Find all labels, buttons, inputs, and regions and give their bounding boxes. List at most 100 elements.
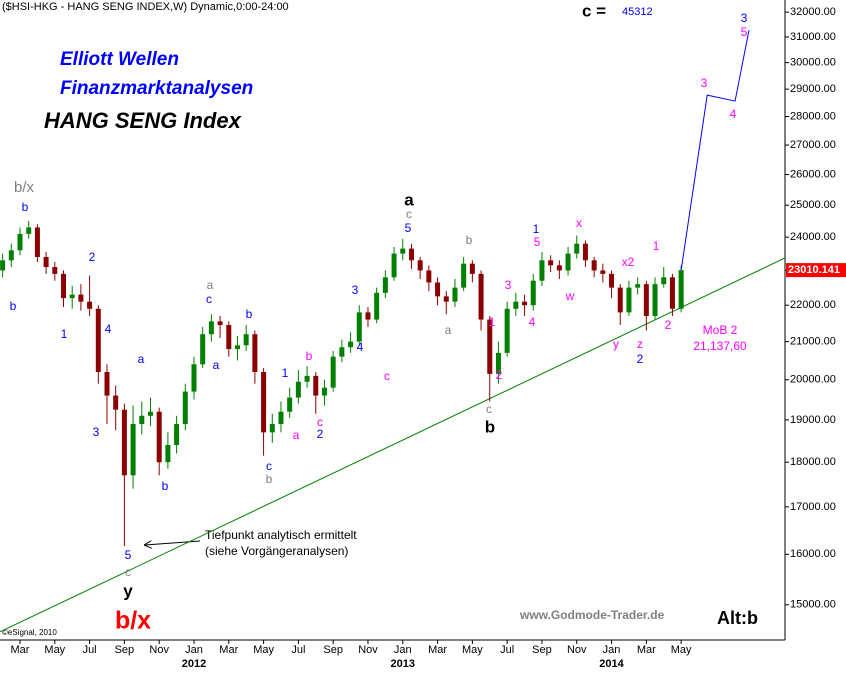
candle-body bbox=[661, 277, 667, 285]
wave-label: 21,137,60 bbox=[693, 339, 747, 353]
y-tick-label: 15000.00 bbox=[790, 599, 836, 611]
wave-label: 1 bbox=[61, 327, 68, 341]
projection-line bbox=[680, 30, 750, 271]
wave-label: 1 bbox=[653, 239, 660, 253]
x-tick-label: Sep bbox=[323, 644, 343, 656]
candle-body bbox=[0, 260, 6, 271]
wave-label: c bbox=[486, 402, 492, 416]
y-tick-label: 29000.00 bbox=[790, 83, 836, 95]
wave-label: a bbox=[138, 352, 145, 366]
y-tick-label: 22000.00 bbox=[790, 299, 836, 311]
candle-body bbox=[26, 227, 32, 234]
candle-body bbox=[95, 308, 101, 372]
wave-label: b bbox=[246, 307, 253, 321]
x-tick-label: Jul bbox=[291, 644, 305, 656]
x-tick-label: Jan bbox=[185, 644, 203, 656]
candle-body bbox=[295, 381, 301, 398]
candle-body bbox=[556, 265, 562, 271]
candle-body bbox=[321, 387, 327, 396]
y-tick-label: 18000.00 bbox=[790, 456, 836, 468]
candle-body bbox=[435, 282, 441, 297]
candle-body bbox=[52, 267, 58, 274]
candle-body bbox=[669, 277, 675, 309]
candle-body bbox=[287, 397, 293, 412]
target-label: c = bbox=[582, 1, 606, 20]
candle-body bbox=[617, 287, 623, 313]
x-tick-label: Sep bbox=[115, 644, 135, 656]
x-tick-label: May bbox=[671, 644, 692, 656]
candle-body bbox=[113, 395, 119, 410]
candle-body bbox=[174, 424, 180, 445]
note: (siehe Vorgängeranalysen) bbox=[205, 544, 348, 558]
wave-label: 5 bbox=[741, 25, 748, 39]
x-tick-label: Nov bbox=[567, 644, 587, 656]
wave-label: b bbox=[162, 479, 169, 493]
candle-body bbox=[191, 364, 197, 392]
x-year-label: 2013 bbox=[391, 658, 415, 670]
x-tick-label: May bbox=[253, 644, 274, 656]
candle-body bbox=[443, 296, 449, 302]
candle-body bbox=[365, 312, 371, 320]
wave-label: a bbox=[404, 190, 414, 209]
x-tick-label: Jul bbox=[83, 644, 97, 656]
x-tick-label: Mar bbox=[428, 644, 447, 656]
wave-label: b bbox=[466, 233, 473, 247]
y-tick-label: 27000.00 bbox=[790, 139, 836, 151]
candle-body bbox=[78, 294, 84, 302]
wave-label: y bbox=[613, 337, 619, 351]
candle-body bbox=[121, 409, 127, 476]
wave-label: b bbox=[485, 417, 495, 436]
wave-label: 3 bbox=[93, 425, 100, 439]
wave-label: c bbox=[266, 459, 272, 473]
candle-body bbox=[156, 411, 162, 463]
wave-label: c bbox=[406, 207, 412, 221]
candle-body bbox=[582, 243, 588, 261]
x-year-label: 2012 bbox=[182, 658, 206, 670]
candle-body bbox=[330, 356, 336, 388]
candle-body bbox=[182, 391, 188, 425]
candle-body bbox=[234, 345, 240, 350]
candle-body bbox=[652, 284, 658, 316]
last-price-box bbox=[786, 263, 846, 278]
wave-label: MoB 2 bbox=[703, 323, 738, 337]
wave-label: x bbox=[576, 216, 582, 230]
candle-body bbox=[43, 256, 49, 268]
candle-body bbox=[165, 444, 171, 463]
candle-body bbox=[539, 260, 545, 281]
candle-body bbox=[104, 371, 110, 396]
x-tick-label: Mar bbox=[219, 644, 238, 656]
candle-body bbox=[356, 312, 362, 342]
candle-body bbox=[243, 334, 249, 346]
candle-body bbox=[252, 334, 258, 372]
candle-body bbox=[200, 334, 206, 365]
wave-label: x2 bbox=[622, 255, 635, 269]
wave-label: y bbox=[123, 581, 133, 600]
title: Finanzmarktanalysen bbox=[60, 78, 253, 99]
source: www.Godmode-Trader.de bbox=[519, 608, 665, 622]
subtitle: HANG SENG Index bbox=[44, 108, 242, 133]
candle-body bbox=[609, 273, 615, 288]
x-tick-label: Jan bbox=[394, 644, 412, 656]
candle-body bbox=[574, 243, 580, 254]
candle-body bbox=[269, 424, 275, 433]
y-tick-label: 24000.00 bbox=[790, 231, 836, 243]
candle-body bbox=[678, 270, 684, 309]
x-tick-label: Sep bbox=[532, 644, 552, 656]
y-tick-label: 32000.00 bbox=[790, 6, 836, 18]
candle-body bbox=[217, 321, 223, 326]
candle-body bbox=[478, 273, 484, 320]
target-value: 45312 bbox=[622, 6, 653, 18]
candle-body bbox=[69, 294, 75, 299]
x-year-label: 2014 bbox=[599, 658, 624, 670]
x-tick-label: Nov bbox=[149, 644, 169, 656]
wave-label: 4 bbox=[730, 107, 737, 121]
wave-label: 3 bbox=[741, 11, 748, 25]
wave-label: c bbox=[125, 565, 131, 579]
wave-label: a bbox=[207, 278, 214, 292]
wave-label: z bbox=[637, 337, 643, 351]
x-tick-label: May bbox=[462, 644, 483, 656]
wave-label: 2 bbox=[317, 427, 324, 441]
x-tick-label: May bbox=[44, 644, 65, 656]
candle-body bbox=[565, 253, 571, 271]
